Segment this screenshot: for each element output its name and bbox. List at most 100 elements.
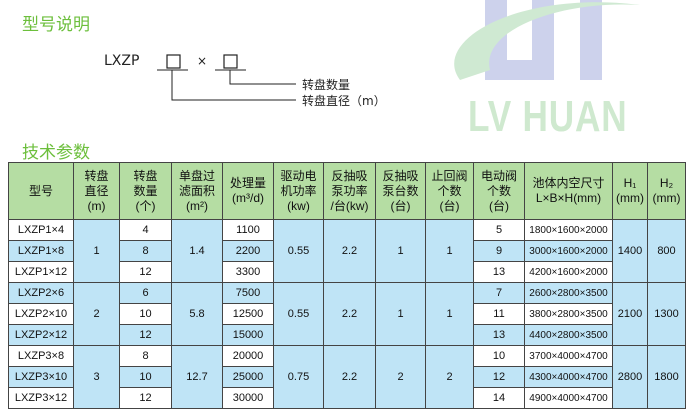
cell-filter-area: 5.8 — [171, 282, 223, 346]
header-line: 池体内空尺寸 — [532, 176, 605, 190]
cell-motor-power: 0.75 — [273, 345, 324, 409]
cell-h1: 2800 — [612, 345, 648, 409]
cell-capacity: 20000 — [222, 345, 274, 367]
cell-disc-count: 10 — [119, 303, 172, 325]
cell-check-valves: 1 — [425, 219, 474, 283]
cell-model: LXZP3×8 — [8, 345, 74, 367]
header-line: L×B×H(mm) — [535, 191, 602, 205]
table-row: LXZP2×12 12 15000 13 4400×2800×3500 — [8, 324, 686, 346]
cell-motor-power: 0.55 — [273, 219, 324, 283]
cell-filter-area: 12.7 — [171, 345, 223, 409]
cell-diameter: 1 — [73, 219, 120, 283]
table-row: LXZP1×12 12 3300 13 4200×1600×2000 — [8, 261, 686, 283]
cell-electric-valves: 13 — [473, 261, 525, 283]
section-title-model: 型号说明 — [22, 15, 90, 35]
header-line: (台) — [390, 198, 411, 213]
cell-model: LXZP1×8 — [8, 240, 74, 262]
header-line: 数量 — [133, 183, 158, 198]
header-line: 泵功率 — [331, 183, 368, 198]
cell-capacity: 2200 — [222, 240, 274, 262]
cell-h2: 1800 — [647, 345, 686, 409]
header-line: H₂ — [659, 176, 674, 190]
header-disc-count: 转盘 数量 (个) — [119, 162, 172, 220]
cell-electric-valves: 13 — [473, 324, 525, 346]
cell-pool-size: 3000×1600×2000 — [524, 240, 613, 262]
header-line: (mm) — [616, 191, 644, 205]
cell-capacity: 3300 — [222, 261, 274, 283]
cell-diameter: 3 — [73, 345, 120, 409]
table-row: LXZP3×10 10 25000 12 4300×4000×4700 — [8, 366, 686, 388]
cell-check-valves: 2 — [425, 345, 474, 409]
cell-check-valves: 1 — [425, 282, 474, 346]
header-filter-area: 单盘过 滤面积 (m²) — [171, 162, 223, 220]
times-sign: × — [197, 54, 208, 68]
cell-pool-size: 3700×4000×4700 — [524, 345, 613, 367]
cell-capacity: 1100 — [222, 219, 274, 241]
header-line: 转盘 — [84, 168, 109, 183]
cell-electric-valves: 9 — [473, 240, 525, 262]
cell-diameter: 2 — [73, 282, 120, 346]
header-line: H₁ — [623, 176, 637, 190]
header-check-valves: 止回阀 个数 (台) — [425, 162, 474, 220]
cell-pool-size: 4400×2800×3500 — [524, 324, 613, 346]
header-h1: H₁ (mm) — [612, 162, 648, 220]
cell-electric-valves: 11 — [473, 303, 525, 325]
cell-electric-valves: 14 — [473, 387, 525, 409]
header-line: 单盘过 — [178, 168, 215, 183]
cell-capacity: 25000 — [222, 366, 274, 388]
cell-model: LXZP2×6 — [8, 282, 74, 304]
header-pump-count: 反抽吸 泵台数 (台) — [375, 162, 426, 220]
cell-model: LXZP3×12 — [8, 387, 74, 409]
cell-electric-valves: 5 — [473, 219, 525, 241]
header-line: 转盘 — [133, 168, 158, 183]
table-row: LXZP1×8 8 2200 9 3000×1600×2000 — [8, 240, 686, 262]
header-model: 型号 — [8, 162, 74, 220]
header-line: 滤面积 — [178, 183, 215, 198]
cell-model: LXZP1×12 — [8, 261, 74, 283]
cell-electric-valves: 12 — [473, 366, 525, 388]
cell-capacity: 15000 — [222, 324, 274, 346]
cell-disc-count: 8 — [119, 345, 172, 367]
cell-model: LXZP2×10 — [8, 303, 74, 325]
cell-disc-count: 6 — [119, 282, 172, 304]
cell-h2: 800 — [647, 219, 686, 283]
header-line: /台(kw) — [330, 198, 369, 213]
table-row: LXZP2×6 2 6 5.8 7500 0.55 2.2 1 1 7 2600×2800×3500… — [8, 282, 686, 346]
cell-disc-count: 4 — [119, 219, 172, 241]
model-diagram — [157, 54, 296, 101]
cell-capacity: 12500 — [222, 303, 274, 325]
header-line: (台) — [489, 198, 509, 213]
cell-pool-size: 4300×4000×4700 — [524, 366, 613, 388]
label-disc-diameter: 转盘直径（m） — [302, 94, 386, 108]
lvhuan-logo — [454, 0, 640, 80]
header-capacity: 处理量 (m³/d) — [222, 162, 274, 220]
cell-model: LXZP2×12 — [8, 324, 74, 346]
header-line: (mm) — [652, 191, 681, 205]
header-pool-size: 池体内空尺寸 L×B×H(mm) — [524, 162, 613, 220]
cell-disc-count: 12 — [119, 387, 172, 409]
header-line: (m²) — [186, 198, 208, 213]
header-line: 型号 — [28, 183, 53, 198]
cell-disc-count: 12 — [119, 261, 172, 283]
header-line: 反抽吸 — [331, 168, 368, 183]
cell-pump-power: 2.2 — [323, 219, 376, 283]
cell-pool-size: 1800×1600×2000 — [524, 219, 613, 241]
header-line: 驱动电 — [280, 168, 317, 183]
header-line: 处理量 — [229, 176, 266, 190]
header-line: 个数 — [437, 183, 462, 198]
table-row: LXZP3×12 12 30000 14 4900×4000×4700 — [8, 387, 686, 409]
table-row: LXZP1×4 1 4 1.4 1100 0.55 2.2 1 1 5 1800×1600×2000… — [8, 219, 686, 283]
cell-electric-valves: 10 — [473, 345, 525, 367]
header-line: 泵台数 — [382, 183, 419, 198]
cell-capacity: 7500 — [222, 282, 274, 304]
cell-pump-power: 2.2 — [323, 345, 376, 409]
cell-h1: 2100 — [612, 282, 648, 346]
table-row: LXZP3×8 3 8 12.7 20000 0.75 2.2 2 2 10 3700×4000×4… — [8, 345, 686, 409]
header-motor-power: 驱动电 机功率 (kw) — [273, 162, 324, 220]
cell-pump-count: 2 — [375, 345, 426, 409]
cell-h2: 1300 — [647, 282, 686, 346]
header-line: 电动阀 — [480, 168, 517, 183]
header-electric-valves: 电动阀 个数 (台) — [473, 162, 525, 220]
cell-model: LXZP1×4 — [8, 219, 74, 241]
cell-pool-size: 4200×1600×2000 — [524, 261, 613, 283]
